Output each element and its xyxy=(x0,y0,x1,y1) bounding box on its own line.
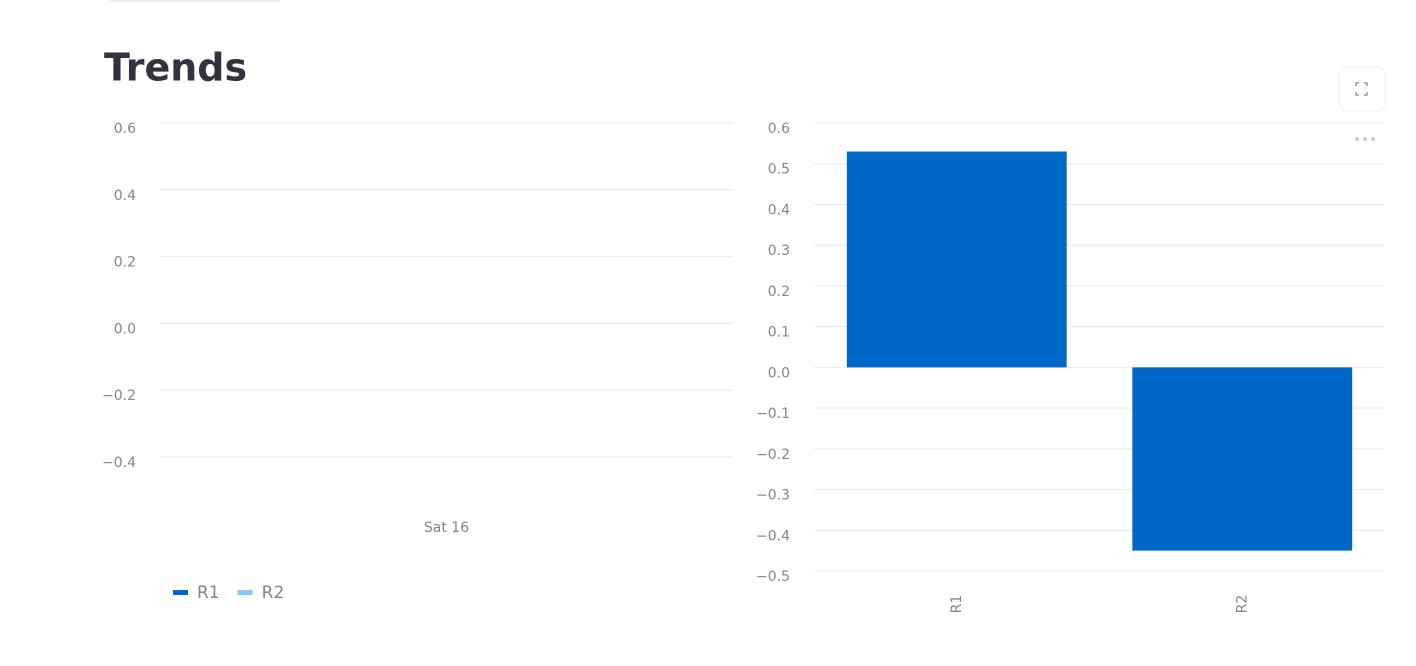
legend-label: R2 xyxy=(262,583,285,603)
x-tick-label: R1 xyxy=(949,595,965,614)
bar xyxy=(846,151,1067,368)
y-tick-label: 0.2 xyxy=(114,255,136,271)
y-tick-label: 0.6 xyxy=(114,121,136,137)
legend-label: R1 xyxy=(197,583,220,603)
y-tick-label: −0.2 xyxy=(102,388,136,404)
y-tick-label: 0.0 xyxy=(768,365,790,381)
x-tick-label: Sat 16 xyxy=(424,520,469,536)
y-tick-label: 0.6 xyxy=(768,121,790,137)
menu-button[interactable] xyxy=(1355,137,1375,141)
bar xyxy=(1132,367,1353,551)
legend-swatch xyxy=(173,590,188,595)
y-tick-label: −0.4 xyxy=(102,455,136,471)
y-tick-label: −0.3 xyxy=(756,488,790,504)
y-tick-label: 0.4 xyxy=(768,202,790,218)
y-tick-label: −0.4 xyxy=(756,528,790,544)
y-tick-label: 0.1 xyxy=(768,325,790,341)
y-tick-label: 0.2 xyxy=(768,284,790,300)
x-tick-label: R2 xyxy=(1234,595,1250,614)
legend-swatch xyxy=(237,590,253,595)
y-tick-label: −0.1 xyxy=(756,406,790,422)
y-tick-label: −0.2 xyxy=(756,447,790,463)
fullscreen-button[interactable] xyxy=(1338,66,1386,112)
y-tick-label: −0.5 xyxy=(756,569,790,585)
y-tick-label: 0.3 xyxy=(768,243,790,259)
y-tick-label: 0.5 xyxy=(768,162,790,178)
y-tick-label: 0.0 xyxy=(114,321,136,337)
page-title: Trends xyxy=(104,46,247,90)
top-button[interactable] xyxy=(108,0,283,2)
y-tick-label: 0.4 xyxy=(114,188,136,204)
